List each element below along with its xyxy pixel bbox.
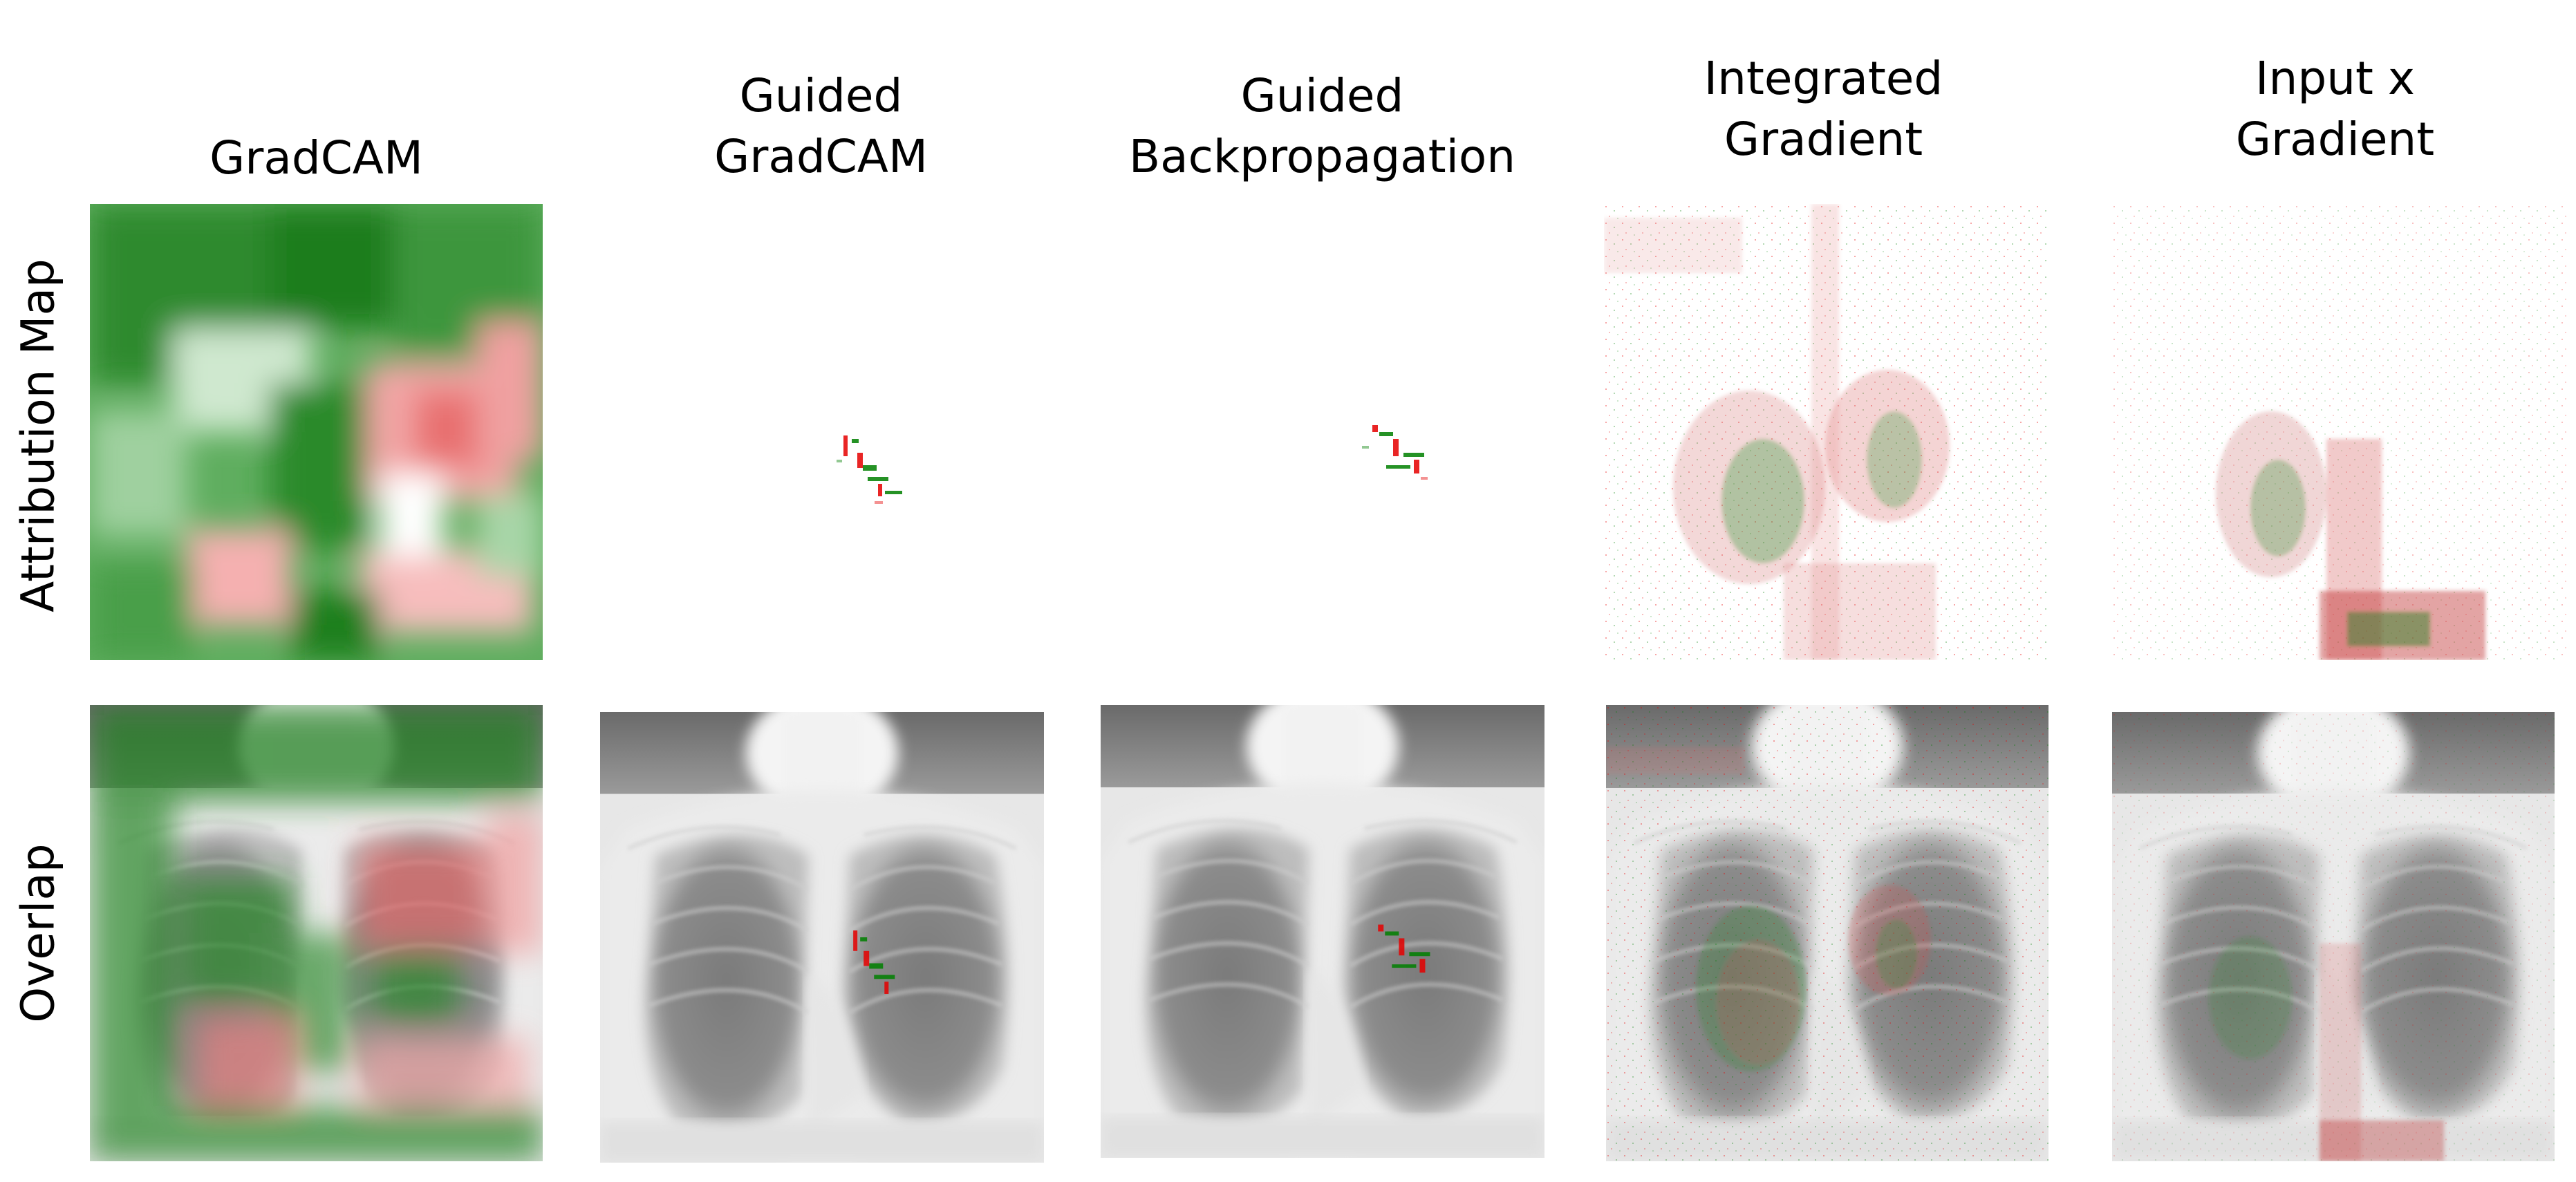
attribution-map-guided-gradcam bbox=[595, 204, 1047, 660]
column-title-integrated-gradient: Integrated Gradient bbox=[1704, 52, 1943, 166]
overlap-input-x-gradient bbox=[2112, 712, 2555, 1161]
overlap-gradcam bbox=[90, 705, 543, 1161]
attribution-map-guided-backpropagation bbox=[1096, 204, 1549, 660]
overlap-guided-gradcam bbox=[600, 712, 1044, 1163]
row-label-attribution-map: Attribution Map bbox=[11, 259, 65, 612]
column-title-guided-backpropagation: Guided Backpropagation bbox=[1128, 69, 1516, 183]
attribution-map-gradcam bbox=[90, 204, 543, 660]
attribution-map-integrated-gradient bbox=[1604, 204, 2046, 660]
column-title-input-x-gradient: Input x Gradient bbox=[2235, 52, 2435, 166]
overlap-integrated-gradient bbox=[1606, 705, 2048, 1161]
column-title-gradcam: GradCAM bbox=[209, 131, 423, 185]
column-title-guided-gradcam: Guided GradCAM bbox=[714, 69, 928, 183]
row-label-overlap: Overlap bbox=[11, 843, 65, 1023]
overlap-guided-backpropagation bbox=[1101, 705, 1544, 1158]
attribution-map-input-x-gradient bbox=[2112, 204, 2568, 660]
